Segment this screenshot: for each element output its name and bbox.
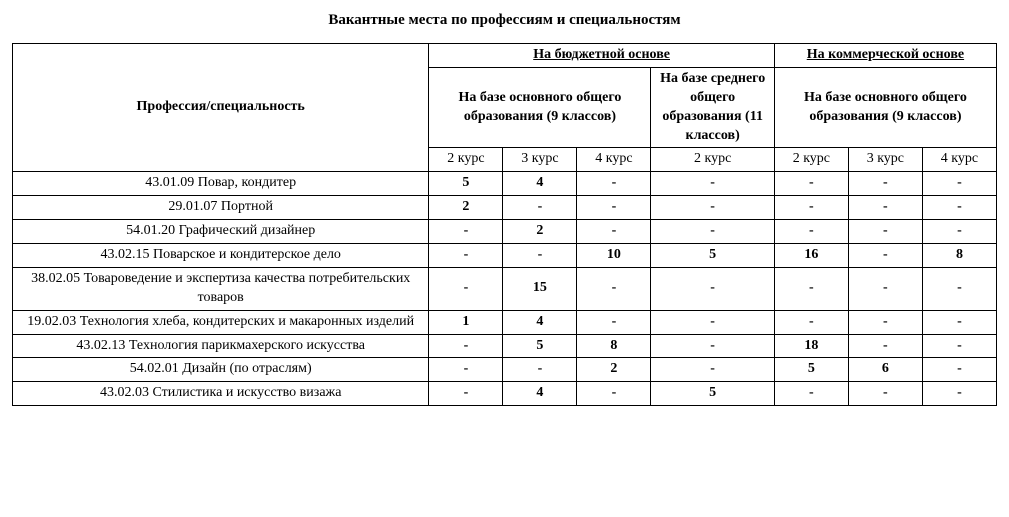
data-cell: -	[429, 220, 503, 244]
header-b9-course3: 3 курс	[503, 148, 577, 172]
data-cell: -	[848, 172, 922, 196]
data-cell: 5	[429, 172, 503, 196]
data-cell: -	[577, 220, 651, 244]
data-cell: 5	[651, 382, 774, 406]
data-cell: 1	[429, 310, 503, 334]
data-cell: -	[922, 334, 996, 358]
profession-cell: 38.02.05 Товароведение и экспертиза каче…	[13, 267, 429, 310]
data-cell: 4	[503, 172, 577, 196]
header-profession: Профессия/специальность	[13, 44, 429, 172]
data-cell: -	[922, 310, 996, 334]
table-row: 29.01.07 Портной 2 - - - - - -	[13, 196, 997, 220]
data-cell: 5	[774, 358, 848, 382]
header-c9-course3: 3 курс	[848, 148, 922, 172]
profession-cell: 43.02.13 Технология парикмахерского иску…	[13, 334, 429, 358]
data-cell: -	[503, 244, 577, 268]
header-base9-budget: На базе основного общего образования (9 …	[429, 67, 651, 148]
header-budget: На бюджетной основе	[429, 44, 774, 68]
data-cell: -	[848, 382, 922, 406]
header-base9-commercial: На базе основного общего образования (9 …	[774, 67, 996, 148]
table-body: 43.01.09 Повар, кондитер 5 4 - - - - - 2…	[13, 172, 997, 406]
header-b9-course2: 2 курс	[429, 148, 503, 172]
data-cell: -	[774, 267, 848, 310]
data-cell: -	[429, 334, 503, 358]
profession-cell: 43.02.15 Поварское и кондитерское дело	[13, 244, 429, 268]
profession-cell: 19.02.03 Технология хлеба, кондитерских …	[13, 310, 429, 334]
data-cell: -	[922, 382, 996, 406]
data-cell: -	[922, 358, 996, 382]
data-cell: -	[651, 172, 774, 196]
profession-cell: 29.01.07 Портной	[13, 196, 429, 220]
data-cell: -	[922, 220, 996, 244]
data-cell: 8	[922, 244, 996, 268]
data-cell: -	[848, 267, 922, 310]
profession-cell: 43.02.03 Стилистика и искусство визажа	[13, 382, 429, 406]
data-cell: 18	[774, 334, 848, 358]
table-row: 54.01.20 Графический дизайнер - 2 - - - …	[13, 220, 997, 244]
table-row: 43.02.15 Поварское и кондитерское дело -…	[13, 244, 997, 268]
table-row: 38.02.05 Товароведение и экспертиза каче…	[13, 267, 997, 310]
data-cell: -	[429, 244, 503, 268]
data-cell: 8	[577, 334, 651, 358]
data-cell: -	[577, 310, 651, 334]
data-cell: -	[503, 358, 577, 382]
data-cell: 16	[774, 244, 848, 268]
data-cell: -	[922, 267, 996, 310]
data-cell: -	[503, 196, 577, 220]
data-cell: -	[774, 172, 848, 196]
data-cell: 15	[503, 267, 577, 310]
data-cell: 4	[503, 310, 577, 334]
header-commercial: На коммерческой основе	[774, 44, 996, 68]
profession-cell: 43.01.09 Повар, кондитер	[13, 172, 429, 196]
data-cell: -	[429, 382, 503, 406]
profession-cell: 54.01.20 Графический дизайнер	[13, 220, 429, 244]
data-cell: -	[651, 310, 774, 334]
header-c9-course4: 4 курс	[922, 148, 996, 172]
table-row: 43.01.09 Повар, кондитер 5 4 - - - - -	[13, 172, 997, 196]
data-cell: -	[848, 220, 922, 244]
header-b11-course2: 2 курс	[651, 148, 774, 172]
data-cell: -	[774, 310, 848, 334]
data-cell: -	[651, 267, 774, 310]
page-title: Вакантные места по профессиям и специаль…	[12, 12, 997, 29]
data-cell: -	[651, 196, 774, 220]
data-cell: -	[429, 358, 503, 382]
data-cell: 10	[577, 244, 651, 268]
data-cell: 2	[503, 220, 577, 244]
table-row: 43.02.13 Технология парикмахерского иску…	[13, 334, 997, 358]
data-cell: 2	[577, 358, 651, 382]
data-cell: 6	[848, 358, 922, 382]
data-cell: -	[577, 172, 651, 196]
header-base11-budget: На базе среднего общего образования (11 …	[651, 67, 774, 148]
header-c9-course2: 2 курс	[774, 148, 848, 172]
data-cell: 5	[651, 244, 774, 268]
data-cell: 2	[429, 196, 503, 220]
header-b9-course4: 4 курс	[577, 148, 651, 172]
data-cell: -	[774, 196, 848, 220]
data-cell: 4	[503, 382, 577, 406]
data-cell: 5	[503, 334, 577, 358]
data-cell: -	[922, 172, 996, 196]
data-cell: -	[774, 382, 848, 406]
data-cell: -	[429, 267, 503, 310]
data-cell: -	[848, 310, 922, 334]
data-cell: -	[848, 334, 922, 358]
data-cell: -	[922, 196, 996, 220]
vacancies-table: Профессия/специальность На бюджетной осн…	[12, 43, 997, 406]
header-row-1: Профессия/специальность На бюджетной осн…	[13, 44, 997, 68]
data-cell: -	[651, 334, 774, 358]
data-cell: -	[577, 267, 651, 310]
table-row: 19.02.03 Технология хлеба, кондитерских …	[13, 310, 997, 334]
data-cell: -	[848, 244, 922, 268]
table-row: 54.02.01 Дизайн (по отраслям) - - 2 - 5 …	[13, 358, 997, 382]
data-cell: -	[577, 196, 651, 220]
data-cell: -	[774, 220, 848, 244]
data-cell: -	[651, 358, 774, 382]
data-cell: -	[848, 196, 922, 220]
data-cell: -	[651, 220, 774, 244]
data-cell: -	[577, 382, 651, 406]
profession-cell: 54.02.01 Дизайн (по отраслям)	[13, 358, 429, 382]
table-row: 43.02.03 Стилистика и искусство визажа -…	[13, 382, 997, 406]
